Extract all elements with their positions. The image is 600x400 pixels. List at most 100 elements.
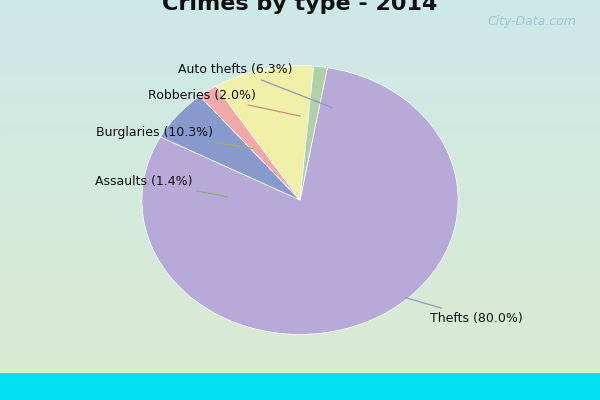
Bar bbox=[0, 327, 600, 331]
Bar bbox=[0, 260, 600, 264]
Text: Robberies (2.0%): Robberies (2.0%) bbox=[148, 89, 301, 116]
Text: City-Data.com: City-Data.com bbox=[487, 15, 576, 28]
Bar bbox=[0, 178, 600, 182]
Bar bbox=[0, 197, 600, 201]
Bar bbox=[0, 112, 600, 115]
Bar bbox=[0, 194, 600, 197]
Bar bbox=[0, 335, 600, 338]
Bar bbox=[0, 242, 600, 246]
Bar bbox=[0, 145, 600, 149]
Bar bbox=[0, 18, 600, 22]
Bar bbox=[0, 290, 600, 294]
Bar bbox=[0, 126, 600, 130]
Bar bbox=[0, 294, 600, 298]
Bar bbox=[0, 223, 600, 227]
Bar bbox=[0, 115, 600, 119]
Bar bbox=[0, 82, 600, 86]
Bar bbox=[0, 320, 600, 324]
Wedge shape bbox=[142, 68, 458, 334]
Bar bbox=[0, 89, 600, 93]
Bar bbox=[0, 104, 600, 108]
Bar bbox=[0, 357, 600, 361]
Bar bbox=[0, 130, 600, 134]
Text: Assaults (1.4%): Assaults (1.4%) bbox=[95, 175, 227, 197]
Text: Auto thefts (6.3%): Auto thefts (6.3%) bbox=[178, 63, 332, 108]
Bar bbox=[0, 286, 600, 290]
Bar bbox=[0, 249, 600, 253]
Bar bbox=[0, 41, 600, 45]
Bar bbox=[0, 298, 600, 301]
Bar bbox=[0, 316, 600, 320]
Bar bbox=[0, 208, 600, 212]
Bar bbox=[0, 190, 600, 194]
Bar bbox=[0, 279, 600, 283]
Bar bbox=[0, 152, 600, 156]
Text: Burglaries (10.3%): Burglaries (10.3%) bbox=[96, 126, 253, 148]
Bar bbox=[0, 30, 600, 34]
Bar bbox=[0, 175, 600, 178]
Bar bbox=[0, 4, 600, 8]
Wedge shape bbox=[216, 66, 314, 200]
Bar bbox=[0, 246, 600, 249]
Bar bbox=[0, 212, 600, 216]
Bar bbox=[0, 182, 600, 186]
Bar bbox=[0, 8, 600, 11]
Bar bbox=[0, 93, 600, 97]
Bar bbox=[0, 48, 600, 52]
Bar bbox=[0, 11, 600, 15]
Bar bbox=[0, 312, 600, 316]
Bar bbox=[0, 78, 600, 82]
Bar bbox=[0, 231, 600, 234]
Bar bbox=[0, 216, 600, 220]
Bar bbox=[0, 164, 600, 167]
Wedge shape bbox=[300, 66, 328, 200]
Title: Crimes by type - 2014: Crimes by type - 2014 bbox=[163, 0, 437, 14]
Bar bbox=[0, 52, 600, 56]
Bar bbox=[0, 26, 600, 30]
Bar bbox=[0, 368, 600, 372]
Text: Thefts (80.0%): Thefts (80.0%) bbox=[406, 298, 523, 325]
Bar bbox=[0, 123, 600, 126]
Bar bbox=[0, 141, 600, 145]
Bar bbox=[0, 37, 600, 41]
Bar bbox=[0, 257, 600, 260]
Bar bbox=[0, 227, 600, 231]
Bar bbox=[0, 0, 600, 4]
Bar bbox=[0, 167, 600, 171]
Bar bbox=[0, 134, 600, 138]
Bar bbox=[0, 156, 600, 160]
Bar bbox=[0, 338, 600, 342]
Bar bbox=[0, 205, 600, 208]
Bar bbox=[0, 309, 600, 312]
Bar bbox=[0, 45, 600, 48]
Bar bbox=[0, 342, 600, 346]
Bar bbox=[0, 100, 600, 104]
Bar bbox=[0, 63, 600, 67]
Bar bbox=[0, 305, 600, 309]
Bar bbox=[0, 86, 600, 89]
Bar bbox=[0, 238, 600, 242]
Bar bbox=[0, 264, 600, 268]
Bar bbox=[0, 268, 600, 272]
Bar bbox=[0, 324, 600, 327]
Wedge shape bbox=[160, 96, 300, 200]
Bar bbox=[0, 346, 600, 350]
Bar bbox=[0, 171, 600, 175]
Wedge shape bbox=[200, 86, 300, 200]
Bar bbox=[0, 275, 600, 279]
Bar bbox=[0, 67, 600, 71]
Bar bbox=[0, 331, 600, 335]
Bar bbox=[0, 60, 600, 63]
Bar bbox=[0, 108, 600, 112]
Bar bbox=[0, 71, 600, 74]
Bar bbox=[0, 138, 600, 141]
Bar bbox=[0, 350, 600, 354]
Bar bbox=[0, 186, 600, 190]
Bar bbox=[0, 220, 600, 223]
Bar bbox=[0, 234, 600, 238]
Bar bbox=[0, 361, 600, 364]
Bar bbox=[0, 160, 600, 164]
Bar bbox=[0, 201, 600, 205]
Bar bbox=[0, 74, 600, 78]
Bar bbox=[0, 272, 600, 275]
